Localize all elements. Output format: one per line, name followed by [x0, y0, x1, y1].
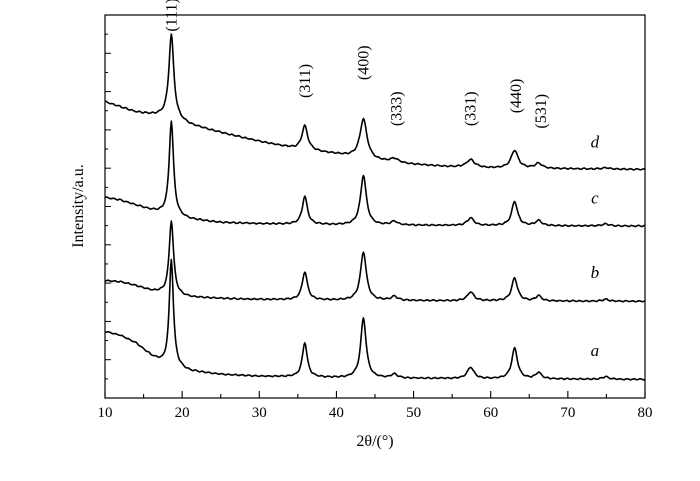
x-tick-label-30: 30: [252, 405, 267, 421]
peak-label-1: (311): [297, 64, 314, 98]
series-lines: [104, 33, 646, 381]
series-line-d: [104, 33, 646, 171]
peak-label-2: (400): [355, 45, 372, 80]
x-tick-label-80: 80: [638, 405, 653, 421]
x-tick-label-40: 40: [329, 405, 344, 421]
series-label-d: d: [591, 133, 600, 152]
plot-area: 10 20 30 40 50 60 70 80 (111) (311) (400) (333) (33…: [98, 0, 653, 421]
x-tick-label-50: 50: [406, 405, 421, 421]
peak-label-0: (111): [163, 0, 180, 32]
peak-label-3: (333): [389, 91, 406, 126]
series-label-a: a: [591, 341, 600, 360]
series-line-c: [104, 120, 646, 228]
series-line-b: [104, 220, 646, 303]
x-axis-title: 2θ/(°): [356, 433, 393, 450]
y-axis-ticks: [105, 33, 111, 380]
peak-label-5: (440): [508, 79, 525, 114]
x-tick-label-70: 70: [560, 405, 575, 421]
peak-label-4: (331): [463, 91, 480, 126]
series-line-a: [104, 258, 646, 381]
x-axis-ticks: 10 20 30 40 50 60 70 80: [98, 391, 653, 421]
y-axis-title: Intensity/a.u.: [70, 164, 87, 248]
plot-frame: [104, 14, 646, 399]
series-labels: a b c d: [591, 133, 600, 360]
peak-annotations: (111) (311) (400) (333) (331) (440) (531): [163, 0, 550, 129]
peak-label-6: (531): [533, 94, 550, 129]
x-tick-label-60: 60: [483, 405, 498, 421]
x-tick-label-10: 10: [98, 405, 113, 421]
series-label-c: c: [591, 188, 599, 207]
series-label-b: b: [591, 263, 600, 282]
x-tick-label-20: 20: [175, 405, 190, 421]
